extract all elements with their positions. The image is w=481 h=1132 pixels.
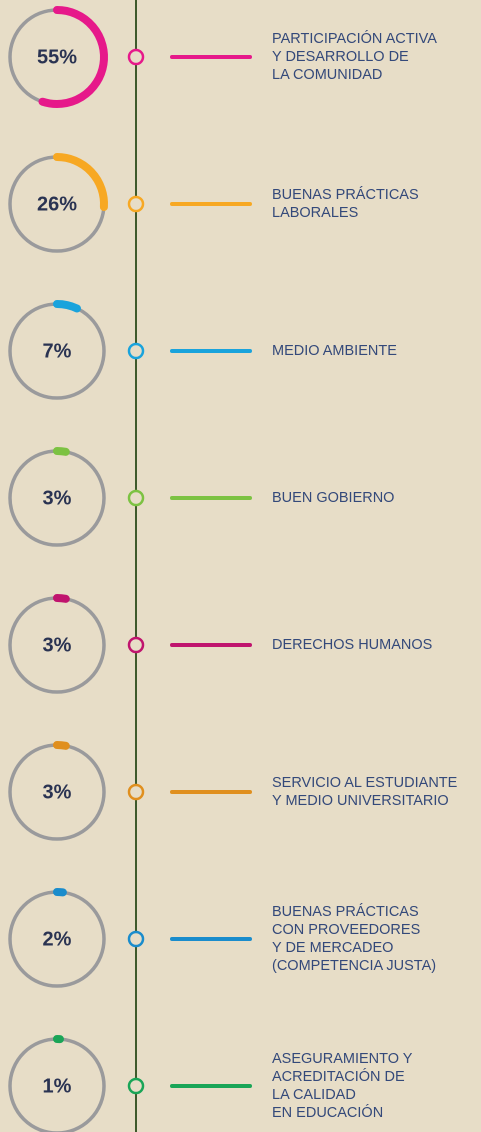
gauge-arc [53, 153, 108, 211]
category-label: BUEN GOBIERNO [272, 490, 395, 506]
category-label: MEDIO AMBIENTE [272, 343, 397, 359]
value-label: 55% [37, 46, 77, 68]
value-label: 7% [43, 340, 72, 362]
value-label: 1% [43, 1075, 72, 1097]
value-label: 26% [37, 193, 77, 215]
category-label: ASEGURAMIENTO Y ACREDITACIÓN DE LA CALID… [272, 1051, 413, 1121]
gauge-arc [38, 6, 108, 108]
category-label: SERVICIO AL ESTUDIANTE Y MEDIO UNIVERSIT… [272, 775, 458, 809]
category-label: PARTICIPACIÓN ACTIVA Y DESARROLLO DE LA … [272, 31, 437, 83]
timeline-node [127, 930, 145, 948]
category-label: DERECHOS HUMANOS [272, 637, 433, 653]
gauge-arc [53, 446, 70, 456]
gauge-arc [53, 740, 70, 750]
gauge-arc [53, 593, 70, 603]
timeline-node [127, 1077, 145, 1095]
timeline-node [127, 636, 145, 654]
timeline-node [127, 48, 145, 66]
value-label: 3% [43, 781, 72, 803]
timeline-node [127, 783, 145, 801]
gauge-arc [53, 300, 82, 313]
category-label: BUENAS PRÁCTICAS LABORALES [272, 187, 419, 221]
value-label: 3% [43, 487, 72, 509]
value-label: 3% [43, 634, 72, 656]
value-label: 2% [43, 928, 72, 950]
timeline-node [127, 489, 145, 507]
timeline-node [127, 342, 145, 360]
timeline-node [127, 195, 145, 213]
category-label: BUENAS PRÁCTICAS CON PROVEEDORES Y DE ME… [272, 904, 437, 974]
